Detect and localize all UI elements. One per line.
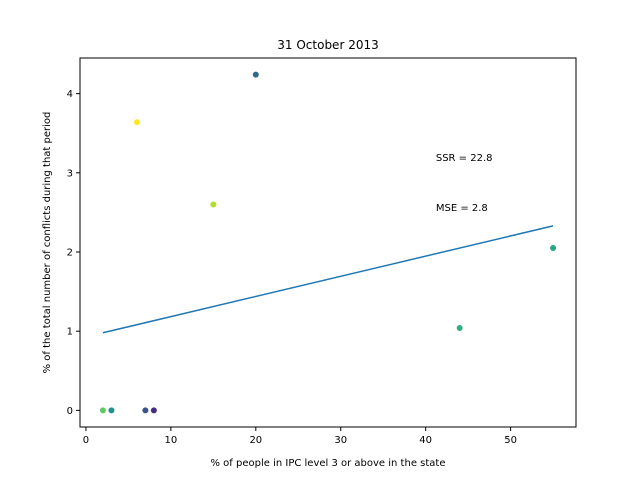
y-tick-label: 0 xyxy=(67,406,73,417)
ticks-layer: 0 10 20 30 40 50 0 1 2 3 4 xyxy=(67,89,517,446)
x-tick-label: 0 xyxy=(83,435,89,446)
chart-title: 31 October 2013 xyxy=(277,38,378,52)
x-tick-label: 30 xyxy=(334,435,347,446)
y-tick-label: 2 xyxy=(67,248,73,259)
y-tick-label: 1 xyxy=(67,327,73,338)
data-point xyxy=(108,407,115,414)
x-axis-label: % of people in IPC level 3 or above in t… xyxy=(211,458,446,469)
data-point xyxy=(252,71,259,78)
x-tick-label: 20 xyxy=(249,435,262,446)
data-point xyxy=(133,119,140,126)
fit-line-layer xyxy=(102,225,554,334)
x-tick-label: 40 xyxy=(419,435,432,446)
data-point xyxy=(99,407,106,414)
regression-line xyxy=(102,225,554,334)
x-tick-label: 10 xyxy=(165,435,178,446)
points-layer xyxy=(99,71,557,414)
y-tick-label: 3 xyxy=(67,168,73,179)
data-point xyxy=(210,201,217,208)
y-tick-label: 4 xyxy=(67,89,73,100)
y-axis-label: % of the total number of conflicts durin… xyxy=(42,112,53,374)
data-point xyxy=(550,245,557,252)
data-point xyxy=(456,325,463,332)
annotation-mse: MSE = 2.8 xyxy=(436,203,488,214)
data-point xyxy=(142,407,149,414)
data-point xyxy=(150,407,157,414)
axes-frame xyxy=(79,57,577,428)
x-tick-label: 50 xyxy=(504,435,517,446)
annotation-ssr: SSR = 22.8 xyxy=(436,153,493,164)
